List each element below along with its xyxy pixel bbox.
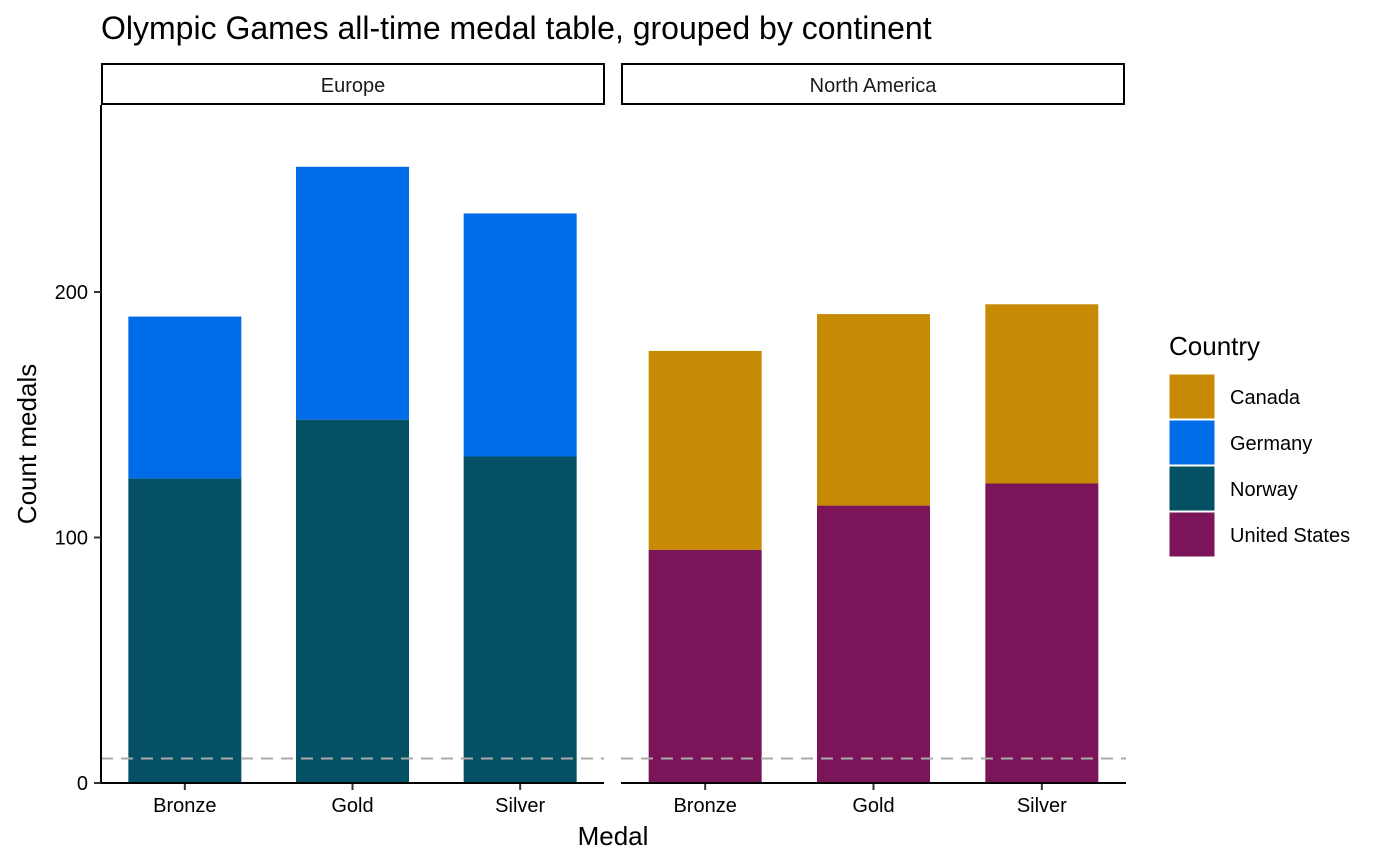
legend-key-canada <box>1168 373 1216 420</box>
y-ticks: 0 100 200 <box>55 282 101 795</box>
facet-strip <box>101 63 605 105</box>
x-tick-label: Silver <box>495 795 545 817</box>
bar-canada-gold <box>817 314 930 506</box>
y-tick-label: 0 <box>77 773 88 795</box>
bar-canada-silver <box>985 304 1099 484</box>
x-tick-label: Bronze <box>673 795 736 817</box>
bar-norway-silver <box>463 456 577 783</box>
chart-title: Olympic Games all-time medal table, grou… <box>101 10 932 46</box>
legend: Country Canada Germany Norway United States <box>1168 331 1350 558</box>
facet-panels: Europe Bronze Gold Silver North America Bronz… <box>101 63 1126 817</box>
x-tick-label: Gold <box>331 795 373 817</box>
bar-germany-gold <box>296 166 409 420</box>
bar-germany-silver <box>463 213 577 457</box>
y-tick-label: 100 <box>55 528 88 550</box>
y-tick-label: 200 <box>55 282 88 304</box>
legend-label-canada: Canada <box>1230 387 1301 409</box>
bar-norway-bronze <box>128 478 242 783</box>
y-axis-title: Count medals <box>12 364 42 524</box>
legend-key-norway <box>1168 465 1216 512</box>
bar-united-states-gold <box>817 505 930 783</box>
facet-north-america: North America Bronze Gold Silver <box>621 63 1126 817</box>
bar-united-states-bronze <box>648 549 762 783</box>
bar-germany-bronze <box>128 316 242 479</box>
x-tick-label: Gold <box>852 795 894 817</box>
facet-europe: Europe Bronze Gold Silver <box>101 63 605 817</box>
y-axis: 0 100 200 <box>55 105 102 795</box>
facet-strip <box>621 63 1125 105</box>
legend-key-germany <box>1168 419 1216 466</box>
legend-label-germany: Germany <box>1230 433 1312 455</box>
legend-label-norway: Norway <box>1230 479 1298 501</box>
x-tick-label: Bronze <box>153 795 216 817</box>
bar-norway-gold <box>296 419 409 783</box>
legend-label-united-states: United States <box>1230 525 1350 547</box>
bar-canada-bronze <box>648 350 762 550</box>
legend-key-united-states <box>1168 511 1216 558</box>
facet-strip-label: Europe <box>321 75 386 97</box>
bar-united-states-silver <box>985 483 1099 783</box>
x-tick-label: Silver <box>1017 795 1067 817</box>
x-axis-title: Medal <box>578 821 649 851</box>
legend-title: Country <box>1169 331 1260 361</box>
facet-strip-label: North America <box>810 75 938 97</box>
